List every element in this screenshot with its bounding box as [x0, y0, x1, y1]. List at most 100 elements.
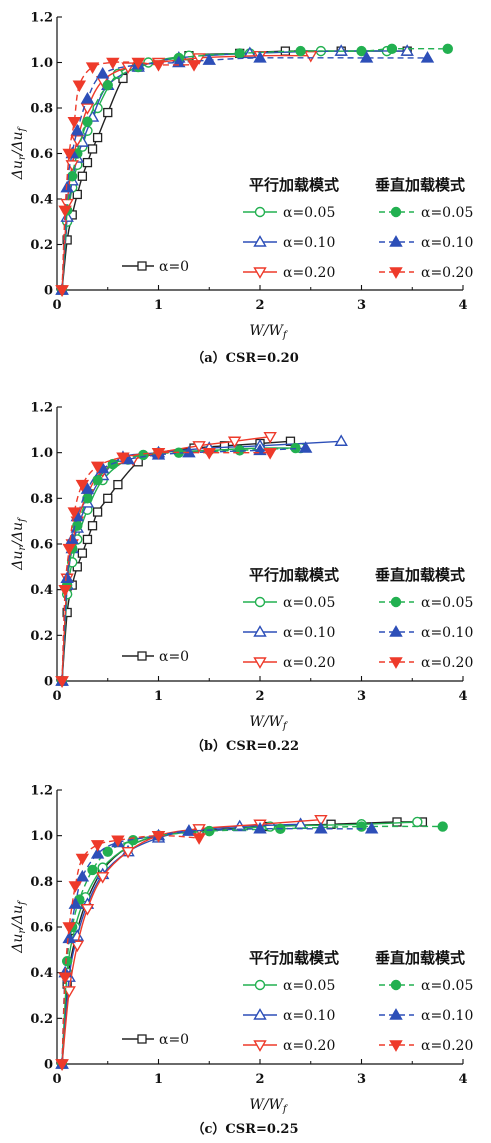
data-point [62, 986, 76, 998]
legend-marker [389, 267, 403, 279]
legend-marker [137, 651, 147, 661]
y-tick-label: 0.4 [30, 193, 53, 208]
data-point [90, 847, 105, 859]
legend-label: α=0.10 [283, 1008, 335, 1024]
x-tick-label: 0 [52, 689, 61, 704]
legend-marker [390, 979, 402, 991]
y-axis-label-num: Δu [10, 551, 26, 571]
data-point [356, 45, 367, 57]
legend-label: α=0.20 [421, 265, 473, 281]
series-line [61, 61, 195, 291]
series-line [61, 54, 311, 291]
x-tick-label: 4 [458, 689, 467, 704]
data-point [102, 846, 113, 857]
legend-label: α=0.10 [421, 235, 473, 251]
data-point [103, 107, 113, 118]
data-point [60, 571, 74, 583]
legend-label: α=0.10 [421, 1008, 473, 1024]
data-point [87, 864, 98, 876]
legend-label: α=0.20 [283, 265, 335, 281]
legend: 平行加载模式 垂直加载模式 α=0.05 α=0.05 α=0.10 α=0.10 α=0.… [122, 949, 473, 1054]
x-axis-label-main: W/W [249, 714, 284, 730]
data-point [111, 835, 125, 848]
series-parallel-1 [56, 816, 423, 1070]
data-point [192, 441, 206, 453]
data-point [334, 434, 348, 446]
data-point [204, 825, 215, 837]
data-point [392, 817, 402, 827]
data-point [182, 824, 196, 836]
data-point [87, 521, 98, 531]
legend-marker [253, 625, 267, 637]
y-tick-label: 0.4 [30, 966, 53, 981]
x-axis-label: W/Wf [249, 1097, 289, 1115]
legend-label: α=0.20 [421, 1038, 473, 1054]
x-axis-label-main: W/W [249, 323, 284, 339]
y-tick-label: 1.2 [30, 784, 53, 799]
data-point [67, 171, 78, 182]
data-point [92, 507, 103, 517]
legend-marker [254, 206, 266, 218]
data-point [75, 479, 90, 492]
series-line [61, 50, 408, 291]
data-point [70, 940, 85, 953]
y-tick-label: 0.2 [30, 629, 53, 644]
data-point [234, 48, 245, 59]
series-line [61, 50, 408, 291]
y-tick-label: 1.0 [30, 56, 53, 71]
x-tick-label: 1 [154, 1072, 163, 1087]
series-line [61, 821, 418, 1065]
data-point [437, 821, 448, 832]
data-point [172, 55, 186, 68]
data-point [314, 821, 328, 834]
data-point [314, 814, 328, 827]
data-point [386, 43, 398, 55]
y-axis-label-num: Δu [10, 934, 26, 954]
data-point [82, 116, 93, 127]
x-axis-label-sub: f [282, 721, 289, 732]
chart-panel-2: 0 1 2 3 400.20.40.60.81.01.2W/WfΔur/Δuf平行加载模… [10, 401, 473, 755]
y-axis-label-den: /Δu [10, 522, 26, 548]
data-point [364, 821, 379, 834]
legend-label: α=0.05 [283, 205, 335, 221]
data-point [62, 607, 72, 618]
data-point [131, 57, 145, 70]
data-point [87, 144, 98, 154]
legend-marker [389, 657, 403, 669]
legend-marker [253, 235, 267, 247]
x-axis-label-sub: f [282, 1104, 289, 1115]
series-vertical-6 [55, 830, 206, 1071]
legend-header-parallel: 平行加载模式 [249, 176, 339, 194]
data-point [61, 956, 73, 967]
data-point [192, 824, 206, 836]
data-point [80, 482, 95, 494]
legend-marker [253, 267, 267, 279]
y-tick-label: 0.8 [30, 875, 53, 890]
legend-marker [253, 1040, 267, 1052]
legend-marker [253, 1008, 267, 1020]
data-point [412, 816, 423, 828]
y-axis-label-den: /Δu [10, 905, 26, 931]
figure-caption: （b）CSR=0.22 [191, 738, 299, 754]
legend-marker [137, 1034, 147, 1044]
x-tick-label: 3 [357, 1072, 366, 1087]
x-tick-label: 0 [52, 298, 61, 313]
y-tick-label: 0 [44, 675, 53, 690]
figure-caption: （a）CSR=0.20 [191, 350, 299, 366]
x-tick-label: 3 [357, 689, 366, 704]
series-line [61, 834, 200, 1065]
data-point [359, 51, 374, 63]
legend-label: α=0 [159, 1032, 189, 1048]
legend-marker [137, 261, 147, 271]
data-point [72, 189, 82, 200]
legend-label: α=0.05 [421, 595, 473, 611]
legend-marker [254, 979, 266, 991]
y-axis-label-den: /Δu [10, 131, 26, 157]
data-point [70, 123, 85, 136]
x-tick-label: 2 [255, 298, 264, 313]
legend-header-parallel: 平行加载模式 [249, 949, 339, 967]
series-vertical-4 [56, 43, 453, 296]
chart-panel-3: 0 1 2 3 400.20.40.60.81.01.2W/WfΔur/Δuf平行加载模… [10, 784, 473, 1138]
x-tick-label: 1 [154, 689, 163, 704]
